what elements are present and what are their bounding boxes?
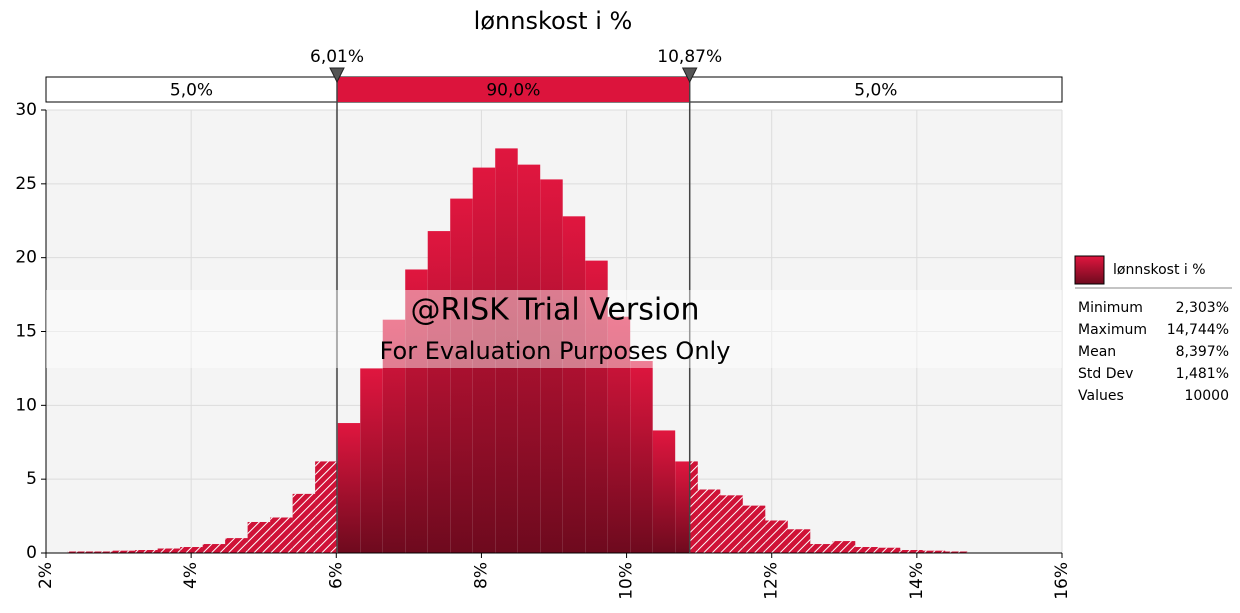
stat-name: Maximum — [1078, 322, 1147, 338]
bar-hatch — [787, 529, 811, 553]
stat-value: 2,303% — [1176, 300, 1229, 316]
y-tick-label: 15 — [15, 322, 37, 342]
bar — [540, 179, 563, 554]
legend-label: lønnskost i % — [1113, 262, 1206, 278]
stat-value: 14,744% — [1167, 322, 1229, 338]
bar — [382, 319, 406, 553]
delimiter-label: 6,01% — [310, 47, 364, 67]
stat-value: 1,481% — [1176, 366, 1229, 382]
bar-hatch — [225, 538, 248, 553]
bar-hatch — [270, 517, 293, 553]
bar-hatch — [112, 550, 136, 553]
bar — [517, 164, 541, 554]
bar-hatch — [810, 544, 833, 553]
bar-hatch — [922, 550, 946, 553]
stat-name: Mean — [1078, 344, 1116, 360]
bar-hatch — [90, 551, 113, 553]
bar-hatch — [315, 461, 338, 553]
x-tick-label: 16% — [1052, 562, 1072, 600]
y-tick-label: 25 — [15, 174, 37, 194]
delimiter-label: 10,87% — [657, 47, 722, 67]
watermark: For Evaluation Purposes Only — [380, 337, 731, 365]
bar-hatch — [689, 461, 698, 553]
bar — [652, 430, 676, 553]
band-label: 5,0% — [170, 81, 213, 101]
x-tick-label: 10% — [617, 562, 637, 600]
bar-hatch — [202, 544, 226, 553]
bar-hatch — [765, 520, 788, 553]
bar-hatch — [742, 505, 766, 553]
bar-hatch — [180, 547, 203, 553]
band-label: 5,0% — [854, 81, 897, 101]
watermark: @RISK Trial Version — [410, 293, 699, 328]
bar — [427, 231, 451, 553]
chart-title: lønnskost i % — [474, 7, 633, 35]
stat-name: Std Dev — [1078, 366, 1133, 382]
bar-hatch — [157, 548, 181, 553]
x-tick-label: 6% — [326, 562, 346, 589]
stat-value: 10000 — [1184, 388, 1229, 404]
y-tick-label: 5 — [26, 469, 37, 489]
x-tick-label: 14% — [907, 562, 927, 600]
bar-hatch — [247, 521, 271, 553]
bar-hatch — [877, 547, 901, 553]
y-tick-label: 0 — [26, 543, 37, 563]
bar — [585, 260, 608, 553]
bar-hatch — [67, 551, 91, 553]
x-tick-label: 2% — [36, 562, 56, 589]
stat-name: Minimum — [1078, 300, 1143, 316]
stat-name: Values — [1078, 388, 1124, 404]
watermark-band — [46, 290, 1062, 368]
x-tick-label: 12% — [762, 562, 782, 600]
bar — [562, 216, 586, 553]
bar-hatch — [900, 550, 923, 553]
y-tick-label: 20 — [15, 248, 37, 268]
delimiter-marker — [329, 67, 345, 84]
bar-hatch — [832, 541, 856, 553]
stat-value: 8,397% — [1176, 344, 1229, 360]
bar — [337, 423, 361, 553]
bar-hatch — [855, 547, 878, 553]
delimiter-marker — [681, 67, 698, 84]
x-tick-label: 4% — [181, 562, 201, 589]
bar — [405, 269, 428, 553]
bar-hatch — [945, 551, 968, 553]
y-tick-label: 30 — [15, 100, 37, 120]
x-tick-label: 8% — [471, 562, 491, 589]
y-tick-label: 10 — [15, 395, 37, 415]
bar — [450, 198, 473, 553]
bar-hatch — [720, 495, 743, 553]
bar — [630, 361, 653, 553]
bar-hatch — [697, 489, 721, 553]
bar-hatch — [292, 493, 316, 553]
band-label: 90,0% — [486, 81, 540, 101]
legend-swatch — [1074, 255, 1105, 285]
bar — [360, 368, 383, 553]
bar — [472, 167, 496, 553]
bar — [495, 148, 518, 554]
bar-hatch — [135, 550, 158, 553]
bar — [607, 316, 631, 553]
delimiter-band-middle — [337, 77, 690, 102]
